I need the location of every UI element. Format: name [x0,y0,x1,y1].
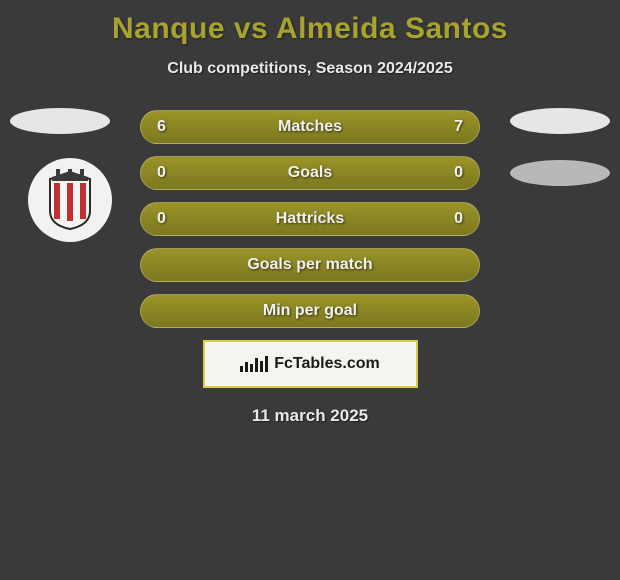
stat-label: Matches [278,118,342,136]
stat-left-value: 6 [157,118,166,136]
stat-left-value: 0 [157,164,166,182]
stat-right-value: 0 [454,210,463,228]
comparison-panel: 6 Matches 7 0 Goals 0 0 Hattricks 0 Goal… [0,110,620,426]
stat-label: Goals per match [247,256,372,274]
stat-row: 0 Hattricks 0 [140,202,480,236]
stat-row: Goals per match [140,248,480,282]
stat-row: 0 Goals 0 [140,156,480,190]
shield-icon [46,169,94,231]
stat-label: Hattricks [276,210,344,228]
stat-left-value: 0 [157,210,166,228]
stat-right-value: 0 [454,164,463,182]
stat-label: Min per goal [263,302,357,320]
stat-row: 6 Matches 7 [140,110,480,144]
date-label: 11 march 2025 [0,406,620,426]
stat-row: Min per goal [140,294,480,328]
stat-right-value: 7 [454,118,463,136]
player-right-avatar-placeholder [510,108,610,134]
subtitle: Club competitions, Season 2024/2025 [0,60,620,78]
page-title: Nanque vs Almeida Santos [0,0,620,46]
player-left-avatar-placeholder [10,108,110,134]
stat-rows: 6 Matches 7 0 Goals 0 0 Hattricks 0 Goal… [140,110,480,328]
stat-label: Goals [288,164,332,182]
brand-box: FcTables.com [203,340,418,388]
player-right-club-placeholder [510,160,610,186]
club-badge-left [28,158,112,242]
bar-chart-icon [240,356,268,372]
brand-label: FcTables.com [274,355,380,373]
